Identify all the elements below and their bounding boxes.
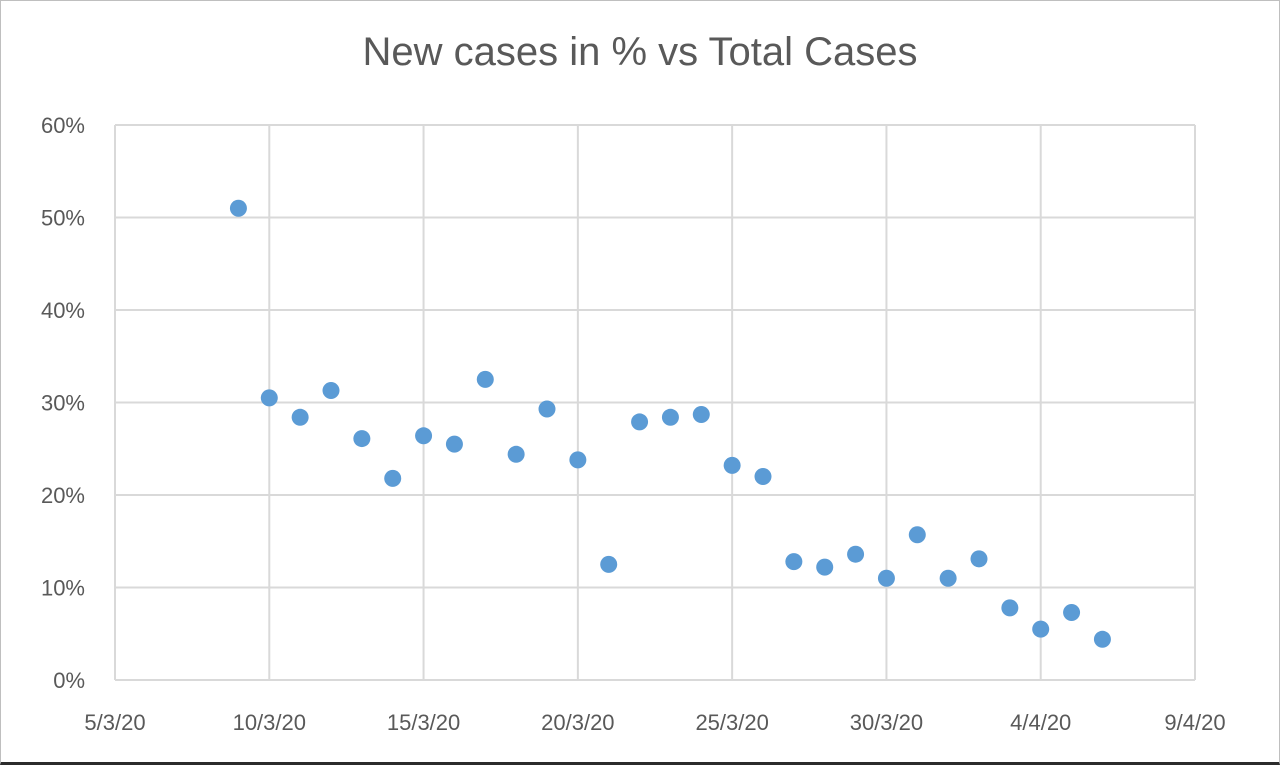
data-point [816, 558, 834, 576]
data-point [939, 569, 957, 587]
y-tick-label: 40% [41, 298, 85, 323]
data-point [847, 545, 865, 563]
x-tick-label: 10/3/20 [233, 710, 306, 735]
y-tick-label: 10% [41, 576, 85, 601]
chart-title: New cases in % vs Total Cases [362, 30, 918, 74]
y-axis-ticks: 0% 10% 20% 30% 40% 50% 60% [41, 113, 85, 693]
data-point [229, 199, 247, 217]
data-point [569, 451, 587, 469]
y-tick-label: 20% [41, 483, 85, 508]
data-point [445, 435, 463, 453]
x-tick-label: 9/4/20 [1164, 710, 1225, 735]
data-point [322, 381, 340, 399]
x-tick-label: 25/3/20 [695, 710, 768, 735]
data-point [723, 456, 741, 474]
data-point [1063, 603, 1081, 621]
y-tick-label: 0% [53, 668, 85, 693]
y-tick-label: 50% [41, 206, 85, 231]
data-point [291, 408, 309, 426]
data-point [507, 445, 525, 463]
data-point [661, 408, 679, 426]
data-point [384, 469, 402, 487]
data-point [1032, 620, 1050, 638]
x-tick-label: 20/3/20 [541, 710, 614, 735]
data-point [415, 427, 433, 445]
data-point [353, 430, 371, 448]
data-point [476, 370, 494, 388]
data-point [631, 413, 649, 431]
data-point [260, 389, 278, 407]
x-tick-label: 15/3/20 [387, 710, 460, 735]
data-point [785, 553, 803, 571]
y-tick-label: 60% [41, 113, 85, 138]
data-points [229, 199, 1111, 648]
data-point [692, 406, 710, 424]
data-point [1001, 599, 1019, 617]
data-point [970, 550, 988, 568]
data-point [600, 555, 618, 573]
grid-lines [114, 124, 1196, 681]
data-point [908, 526, 926, 544]
data-point [877, 569, 895, 587]
x-tick-label: 30/3/20 [850, 710, 923, 735]
x-tick-label: 4/4/20 [1010, 710, 1071, 735]
y-tick-label: 30% [41, 391, 85, 416]
data-point [1093, 630, 1111, 648]
data-point [538, 400, 556, 418]
data-point [754, 468, 772, 485]
x-tick-label: 5/3/20 [84, 710, 145, 735]
x-axis-ticks: 5/3/20 10/3/20 15/3/20 20/3/20 25/3/20 30/3/2… [84, 710, 1225, 735]
